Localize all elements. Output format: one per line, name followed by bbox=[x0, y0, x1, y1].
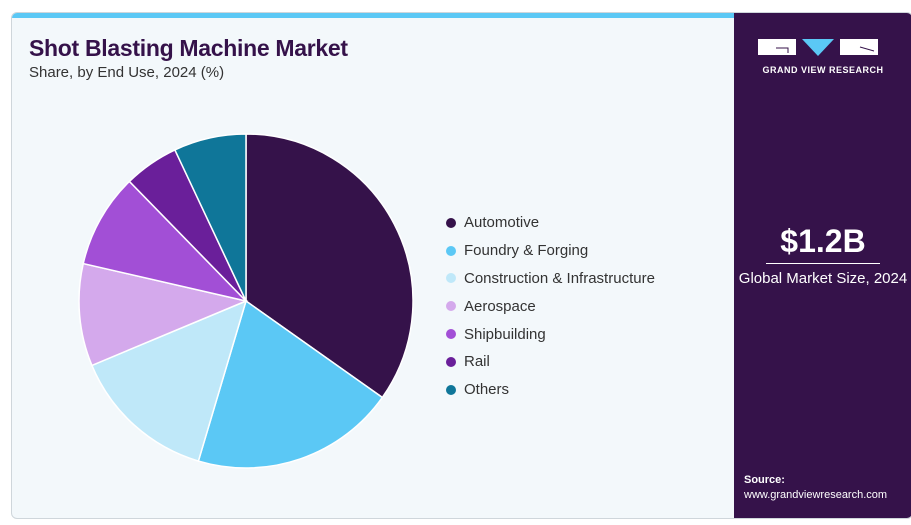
legend-marker bbox=[446, 384, 456, 395]
legend-marker bbox=[446, 301, 456, 312]
chart-card: Shot Blasting Machine Market Share, by E… bbox=[11, 12, 911, 519]
legend-item: Construction & Infrastructure bbox=[446, 265, 655, 293]
legend-item: Aerospace bbox=[446, 292, 655, 320]
legend-label: Others bbox=[464, 381, 510, 399]
legend-item: Others bbox=[446, 376, 655, 404]
pie-slice-foundry-forging bbox=[197, 299, 384, 469]
pie-chart bbox=[78, 133, 414, 469]
legend-marker bbox=[446, 245, 456, 256]
brand-name: GRAND VIEW RESEARCH bbox=[762, 65, 884, 75]
accent-bar bbox=[12, 13, 734, 18]
legend-item: Foundry & Forging bbox=[446, 237, 655, 265]
legend-label: Automotive bbox=[464, 214, 540, 232]
legend: Automotive Foundry & Forging Construction … bbox=[446, 209, 655, 404]
legend-label: Shipbuilding bbox=[464, 325, 546, 343]
pie-slice-others bbox=[173, 133, 247, 302]
legend-item: Rail bbox=[446, 348, 655, 376]
chart-subtitle: Share, by End Use, 2024 (%) bbox=[29, 64, 225, 81]
source-url[interactable]: www.grandviewresearch.com bbox=[744, 489, 888, 501]
legend-marker bbox=[446, 217, 456, 228]
market-size-value: $1.2B bbox=[780, 223, 866, 259]
market-size-caption: Global Market Size, 2024 bbox=[738, 270, 908, 287]
legend-item: Automotive bbox=[446, 209, 655, 237]
legend-label: Foundry & Forging bbox=[464, 242, 589, 260]
source-label: Source: bbox=[744, 474, 785, 486]
legend-label: Aerospace bbox=[464, 297, 536, 315]
legend-item: Shipbuilding bbox=[446, 320, 655, 348]
pie-slice-automotive bbox=[245, 133, 414, 399]
pie-slice-aerospace bbox=[78, 262, 249, 367]
pie-slice-construction-infrastructure bbox=[90, 299, 248, 463]
legend-marker bbox=[446, 356, 456, 367]
source: Source: www.grandviewresearch.com bbox=[744, 473, 887, 503]
divider bbox=[766, 263, 880, 264]
legend-marker bbox=[446, 329, 456, 340]
gvr-logo bbox=[758, 39, 878, 56]
legend-label: Rail bbox=[464, 353, 490, 371]
pie-slice-shipbuilding bbox=[82, 180, 249, 303]
legend-label: Construction & Infrastructure bbox=[464, 269, 655, 287]
chart-title: Shot Blasting Machine Market bbox=[29, 35, 348, 61]
summary-panel: GRAND VIEW RESEARCH $1.2B Global Market … bbox=[734, 13, 911, 518]
legend-marker bbox=[446, 273, 456, 284]
